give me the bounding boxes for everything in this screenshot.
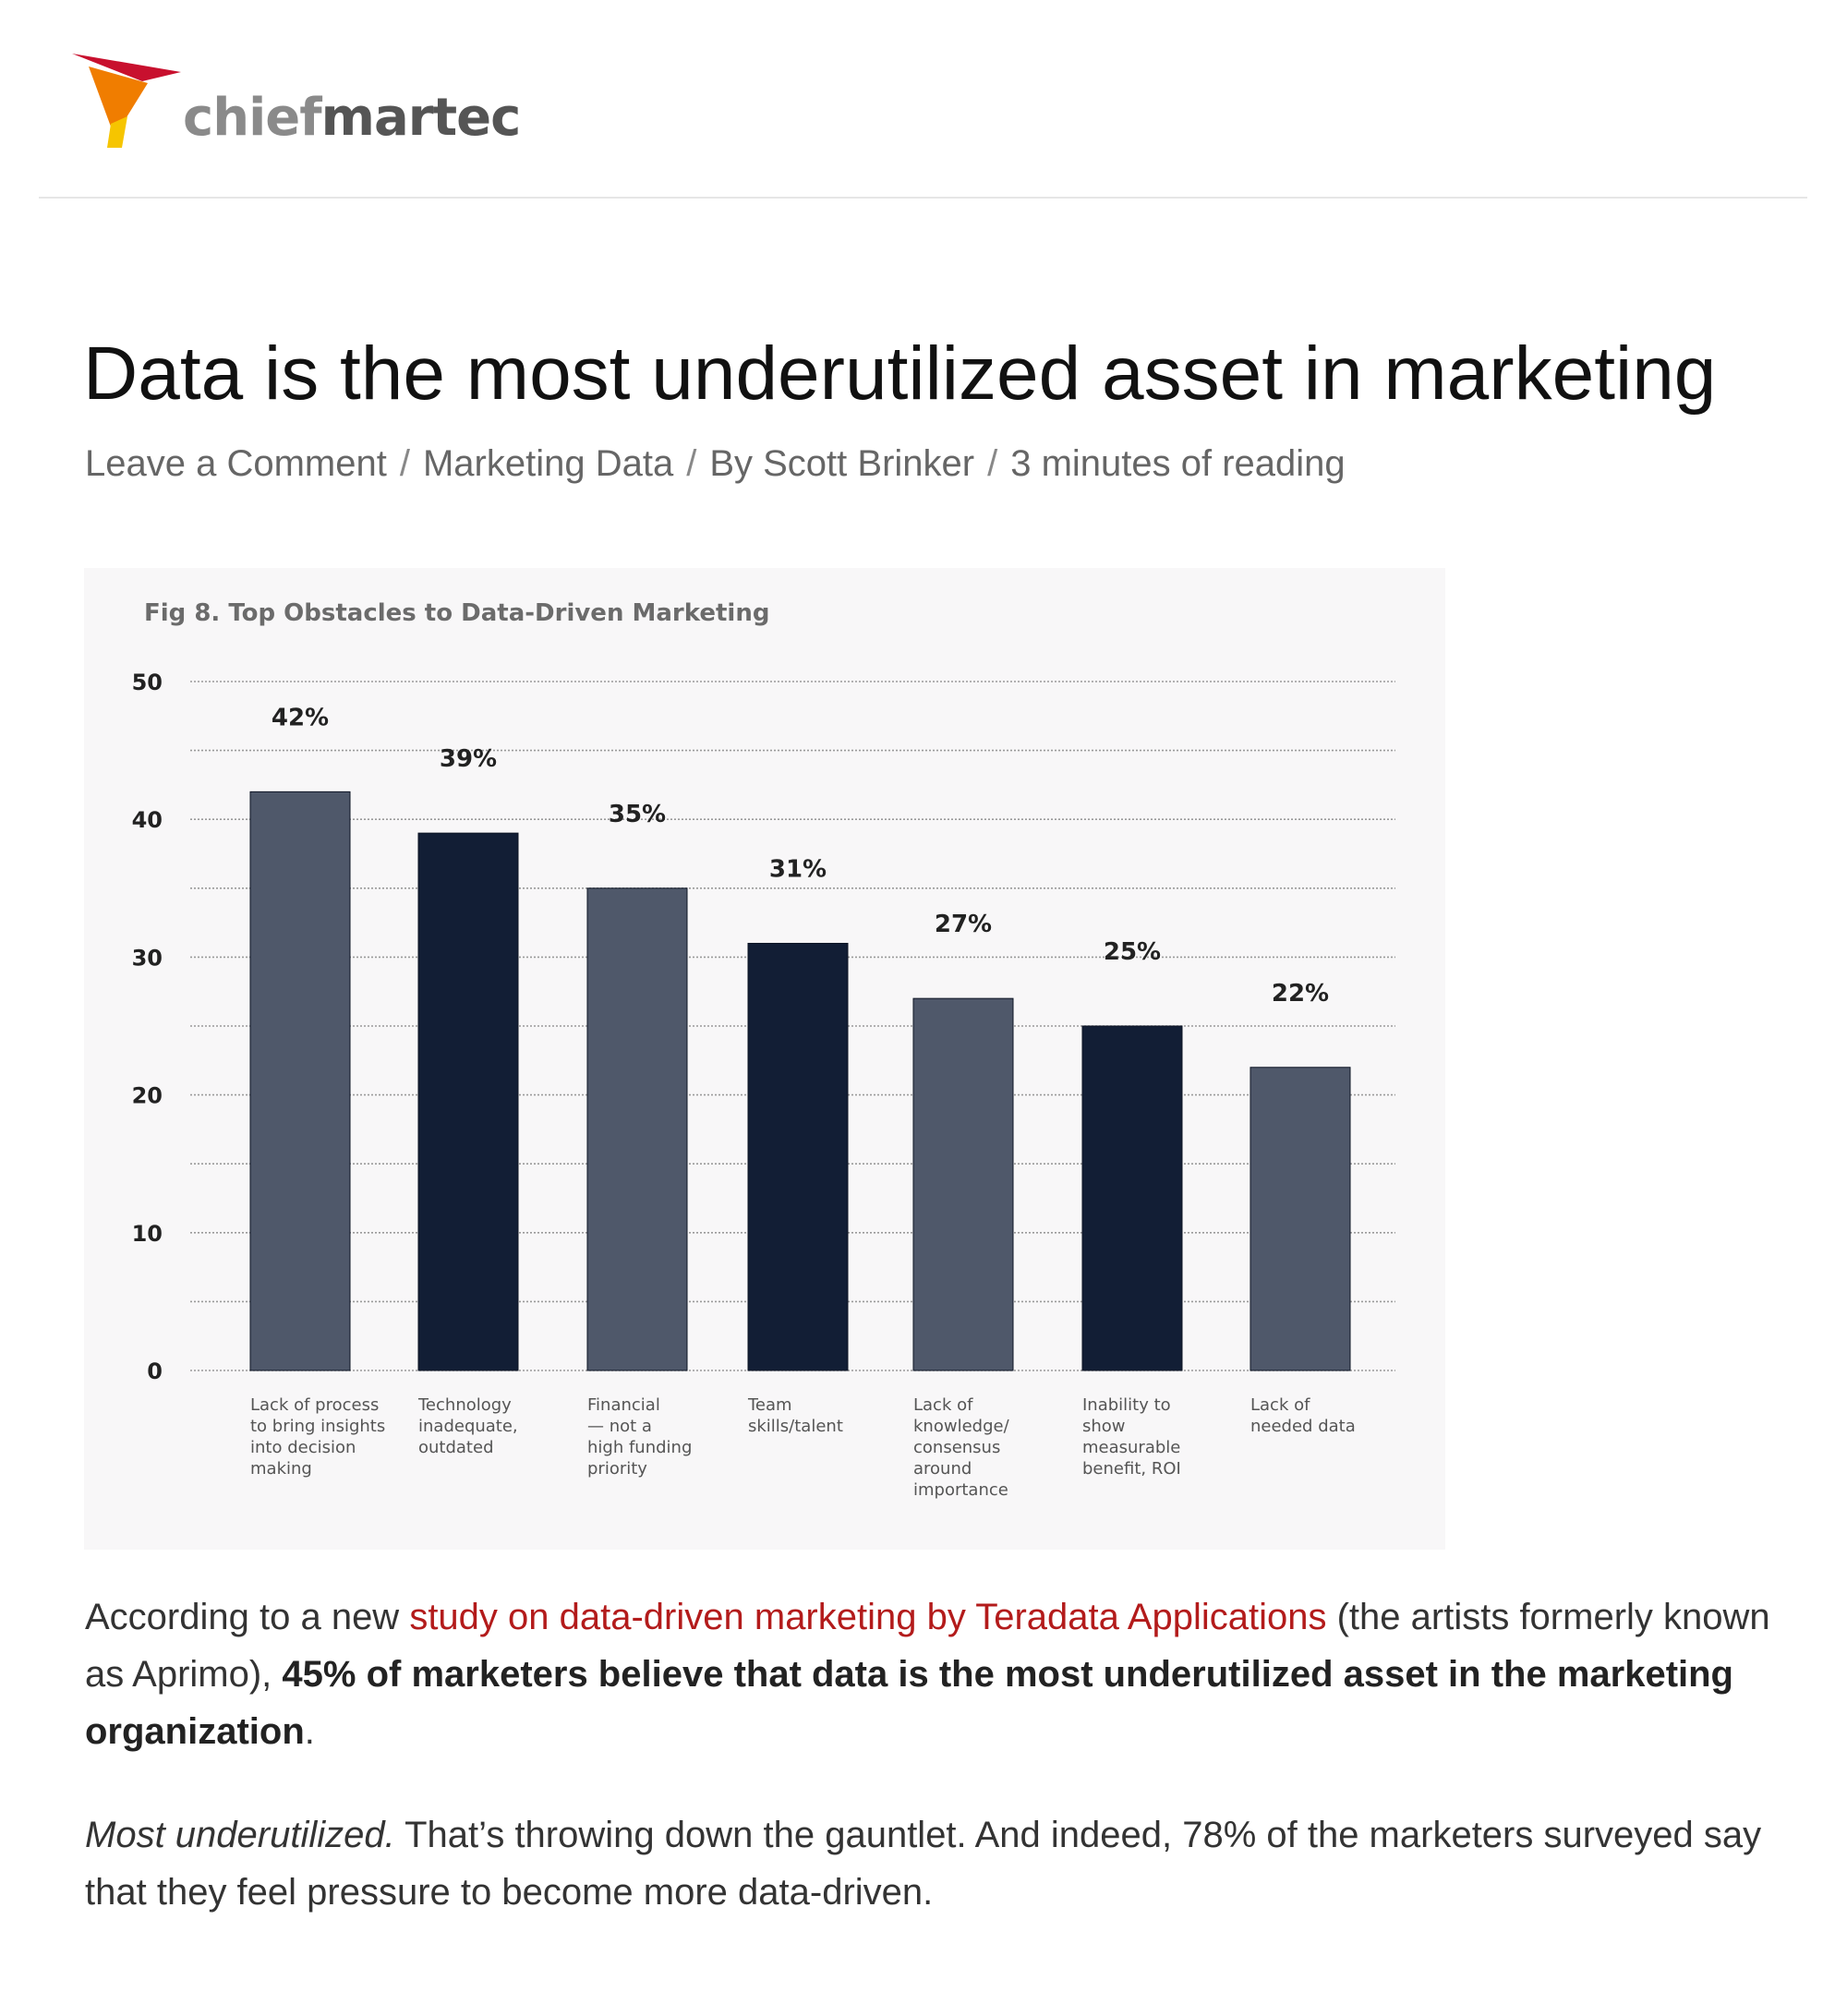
- category-label: Lack of knowledge/consensus around importan…: [913, 1395, 1010, 1500]
- logo-red-shape: [72, 54, 181, 81]
- logo-orange-shape: [89, 66, 148, 137]
- category-label: Lack of process to bring insights into dec…: [250, 1395, 385, 1479]
- category-label-line: priority: [587, 1459, 647, 1479]
- comments-link[interactable]: Leave a Comment: [85, 443, 387, 484]
- bar: [1081, 1025, 1183, 1371]
- chart-bars: [249, 791, 1351, 1371]
- post-meta: Leave a Comment / Marketing Data / By Scott …: [85, 443, 1346, 485]
- bar-chart: Fig 8. Top Obstacles to Data-Driven Mark…: [132, 599, 1395, 1500]
- bar: [249, 791, 351, 1371]
- p1-bold: 45% of marketers believe that data is th…: [85, 1654, 1733, 1752]
- category-label-line: Inability to: [1082, 1395, 1171, 1415]
- category-label-line: Financial: [587, 1395, 660, 1415]
- category-link[interactable]: Marketing Data: [422, 443, 674, 484]
- logo-chief-text: chief: [183, 88, 322, 148]
- category-label-line: importance: [913, 1480, 1008, 1500]
- value-label: 39%: [440, 745, 497, 773]
- value-label: 25%: [1104, 938, 1161, 966]
- p1-mid: (the artists formerly known as Aprimo),: [85, 1597, 1770, 1695]
- category-label-line: skills/talent: [748, 1417, 843, 1436]
- category-label-line: outdated: [418, 1438, 494, 1457]
- meta-separator: /: [399, 443, 410, 484]
- category-label: Lack of needed data: [1250, 1395, 1356, 1436]
- bar: [586, 887, 688, 1371]
- category-label-line: benefit, ROI: [1082, 1459, 1181, 1479]
- category-label-line: show: [1082, 1417, 1126, 1436]
- y-tick-label: 40: [132, 807, 163, 833]
- category-label: Team skills/talent: [747, 1395, 843, 1436]
- study-link[interactable]: study on data-driven marketing by Terada…: [409, 1597, 1327, 1637]
- logo-yellow-shape: [107, 116, 127, 148]
- chiefmartec-logo-icon: [72, 54, 181, 148]
- value-labels: 42% 39% 35% 31% 27% 25% 22%: [272, 704, 1329, 1007]
- chart-title: Fig 8. Top Obstacles to Data-Driven Mark…: [144, 599, 769, 627]
- p1-intro: According to a new: [85, 1597, 410, 1637]
- category-label-line: Technology: [417, 1395, 512, 1415]
- reading-time: 3 minutes of reading: [1010, 443, 1346, 484]
- category-label: Technology inadequate, outdated: [417, 1395, 518, 1457]
- category-label-line: measurable: [1082, 1438, 1180, 1457]
- p2-italic: Most underutilized.: [85, 1815, 395, 1855]
- category-label-line: Lack of: [1250, 1395, 1310, 1415]
- category-label-line: knowledge/: [913, 1417, 1010, 1436]
- meta-separator: /: [987, 443, 998, 484]
- value-label: 35%: [609, 801, 666, 828]
- meta-separator: /: [686, 443, 697, 484]
- category-label-line: making: [250, 1459, 312, 1479]
- category-label: Financial — not a high funding priority: [587, 1395, 692, 1479]
- y-tick-label: 30: [132, 945, 163, 971]
- logo-wordmark: chiefmartec: [183, 92, 521, 144]
- bar: [912, 997, 1014, 1371]
- site-logo[interactable]: chiefmartec: [70, 52, 521, 153]
- category-label-line: into decision: [250, 1438, 356, 1457]
- category-label: Inability to show measurable benefit, ROI: [1082, 1395, 1181, 1479]
- category-label-line: needed data: [1250, 1417, 1356, 1436]
- value-label: 22%: [1272, 980, 1329, 1008]
- article-body: According to a new study on data-driven …: [85, 1588, 1803, 1967]
- author-link[interactable]: By Scott Brinker: [709, 443, 975, 484]
- category-label-line: to bring insights: [250, 1417, 385, 1436]
- value-label: 31%: [769, 855, 827, 883]
- chart-figure: Fig 8. Top Obstacles to Data-Driven Mark…: [84, 568, 1445, 1550]
- logo-martec-text: martec: [320, 88, 522, 148]
- bar: [747, 942, 849, 1371]
- category-label-line: high funding: [587, 1438, 692, 1457]
- category-label-line: — not a: [587, 1417, 652, 1436]
- bar: [1249, 1067, 1351, 1371]
- p2-rest: That’s throwing down the gauntlet. And i…: [85, 1815, 1762, 1913]
- value-label: 42%: [272, 704, 329, 731]
- category-label-line: Team: [747, 1395, 792, 1415]
- category-label-line: Lack of: [913, 1395, 973, 1415]
- category-label-line: Lack of process: [250, 1395, 379, 1415]
- paragraph-2: Most underutilized. That’s throwing down…: [85, 1806, 1803, 1921]
- y-tick-label: 0: [147, 1358, 163, 1384]
- category-label-line: around: [913, 1459, 972, 1479]
- site-header: chiefmartec: [0, 0, 1847, 199]
- x-axis-labels: Lack of process to bring insights into dec…: [250, 1395, 1356, 1500]
- y-tick-label: 50: [132, 670, 163, 695]
- y-axis-labels: 0 10 20 30 40 50: [132, 670, 163, 1384]
- y-tick-label: 10: [132, 1221, 163, 1247]
- bar: [417, 832, 519, 1371]
- category-label-line: consensus: [913, 1438, 1000, 1457]
- paragraph-1: According to a new study on data-driven …: [85, 1588, 1803, 1760]
- header-divider: [39, 197, 1807, 199]
- category-label-line: inadequate,: [418, 1417, 518, 1436]
- post-title: Data is the most underutilized asset in …: [83, 332, 1717, 416]
- value-label: 27%: [935, 911, 992, 938]
- y-tick-label: 20: [132, 1083, 163, 1109]
- p1-end: .: [304, 1711, 315, 1752]
